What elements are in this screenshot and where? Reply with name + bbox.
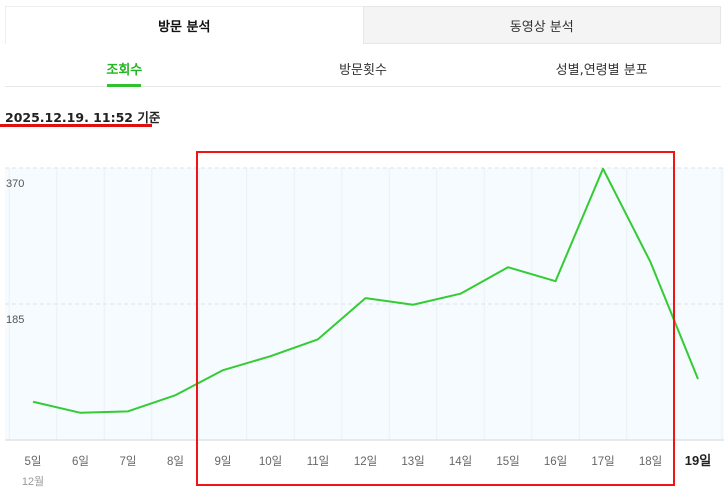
x-tick-label: 14일 xyxy=(449,454,472,468)
subtab-visits[interactable]: 방문횟수 xyxy=(339,62,387,78)
x-tick-label: 11일 xyxy=(307,454,330,468)
x-tick-label: 7일 xyxy=(120,454,137,468)
y-tick-label: 370 xyxy=(6,178,24,190)
x-tick-label: 16일 xyxy=(544,454,567,468)
y-tick-label: 185 xyxy=(6,314,24,326)
x-tick-label: 17일 xyxy=(591,454,614,468)
x-tick-label: 18일 xyxy=(639,454,662,468)
x-tick-label: 9일 xyxy=(215,454,232,468)
x-tick-label: 10일 xyxy=(259,454,282,468)
tab-visit-analysis[interactable]: 방문 분석 xyxy=(5,6,363,44)
x-tick-label: 6일 xyxy=(72,454,89,468)
annotation-underline xyxy=(0,124,152,127)
sub-tabs: 조회수 방문횟수 성별,연령별 분포 xyxy=(5,50,721,87)
x-tick-label: 15일 xyxy=(496,454,519,468)
x-tick-label: 12일 xyxy=(354,454,377,468)
x-tick-label: 13일 xyxy=(401,454,424,468)
main-tabs: 방문 분석 동영상 분석 xyxy=(5,6,721,44)
x-month-label: 12월 xyxy=(22,475,44,488)
x-tick-label: 5일 xyxy=(25,454,42,468)
x-tick-label: 8일 xyxy=(167,454,184,468)
subtab-views[interactable]: 조회수 xyxy=(5,50,244,86)
x-tick-label: 19일 xyxy=(685,453,711,468)
tab-video-analysis[interactable]: 동영상 분석 xyxy=(362,6,721,44)
views-line-chart: 185 370 5일 6일 7일 8일 9일 10일 11일 12일 13일 14일 15일 16일 17일… xyxy=(5,167,724,488)
subtab-demographics[interactable]: 성별,연령별 분포 xyxy=(555,62,648,78)
timestamp: 2025.12.19. 11:52 기준 xyxy=(5,110,161,125)
